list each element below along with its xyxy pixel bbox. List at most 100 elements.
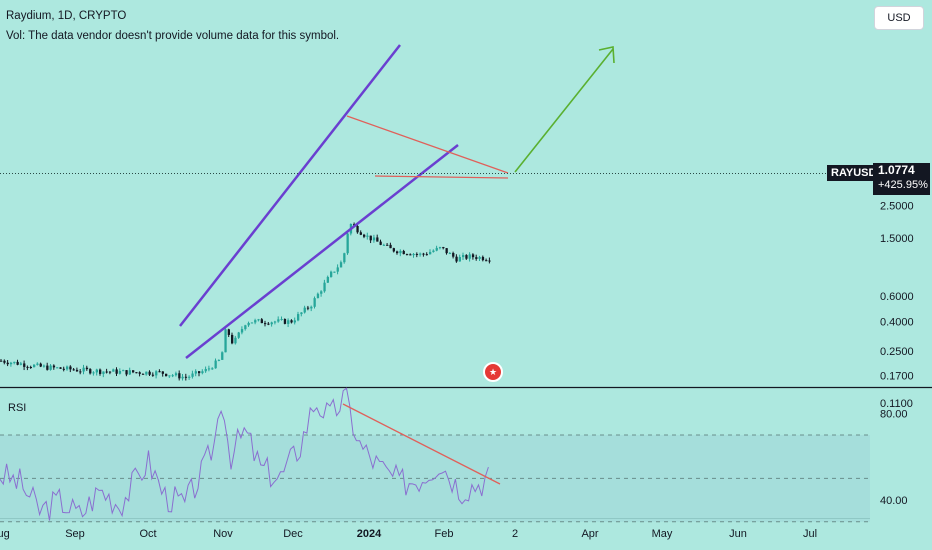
candle [145,371,148,375]
time-tick-label: 2024 [357,528,382,540]
candle [62,368,65,370]
candle [26,366,29,368]
candle [273,321,277,323]
projection-arrow-line [514,48,614,173]
candle [29,366,32,368]
candle [422,253,425,255]
time-tick-label: Aug [0,528,10,540]
candle [138,372,141,374]
candle [165,373,168,377]
us-flag-icon[interactable]: ★ [483,362,503,382]
candle [128,370,131,375]
candle [33,364,36,368]
rsi-indicator-label[interactable]: RSI [8,402,27,414]
candle [306,307,310,309]
currency-button[interactable]: USD [874,6,924,30]
candle [409,254,412,256]
candle [221,352,224,360]
candle [405,254,409,256]
candle [85,367,89,370]
candle [42,365,46,367]
candle [303,307,306,313]
candle [372,237,376,241]
candle [95,369,98,373]
candle [112,369,115,372]
candle [346,233,349,254]
candle [168,375,171,377]
candle [435,247,438,251]
symbol-title[interactable]: Raydium, 1D, CRYPTO [6,10,127,22]
candle [19,363,23,365]
time-tick-label: 2 [512,528,518,540]
candle [79,371,82,373]
candle [148,371,151,375]
price-tick-label: 0.1100 [880,398,913,410]
candle [267,323,270,325]
last-price-value: 1.0774 [878,163,915,177]
candle [184,376,188,378]
candle [158,371,161,373]
candle [217,359,221,361]
drawings [0,44,870,485]
candle [379,241,382,245]
price-change-value: +425.95% [878,179,928,191]
candle [66,366,69,370]
candle [105,371,108,373]
time-tick-label: Sep [65,528,85,540]
candle [75,369,79,372]
candle [465,255,468,259]
candle [9,362,13,365]
price-tick-label: 0.1700 [880,371,914,383]
volume-note: Vol: The data vendor doesn't provide vol… [6,30,340,42]
candle [231,334,234,344]
candle [52,365,56,368]
candle [125,370,128,375]
candle [330,271,333,277]
symbol-price-label: RAYUSD [827,165,881,181]
candle [194,371,197,374]
candles [0,222,491,381]
candle [475,257,478,259]
candle [132,370,135,373]
candle [198,371,201,374]
candle [151,374,155,376]
candle [135,372,138,374]
rsi-tick-label: 40.00 [880,495,908,507]
candle [23,363,26,367]
candle [396,251,399,254]
time-tick-label: Apr [581,528,598,540]
candle [178,373,181,379]
candle [310,306,313,309]
candle [99,369,102,374]
candle [227,329,230,335]
candle [240,329,244,333]
candle [72,369,75,371]
candle [211,368,214,370]
candle [204,368,207,372]
candle [0,360,3,362]
candle [280,319,283,321]
candle [122,370,125,372]
candle [339,262,343,268]
candle [264,323,267,325]
candle [478,256,481,259]
candle [297,314,300,321]
rsi-trend-line [342,403,501,485]
time-tick-label: May [652,528,673,540]
candle [320,291,323,294]
candle [412,253,415,256]
candle [415,253,419,255]
candle [270,322,273,325]
candle [333,271,336,273]
candle [260,319,263,324]
candle [468,254,471,259]
rsi-series [0,387,489,521]
candle [171,375,174,377]
time-tick-label: Oct [139,528,156,540]
price-tick-label: 1.5000 [880,233,914,245]
triangle-upper-line [346,115,509,174]
candle [313,298,316,307]
candle [161,371,164,374]
candle [82,367,85,372]
